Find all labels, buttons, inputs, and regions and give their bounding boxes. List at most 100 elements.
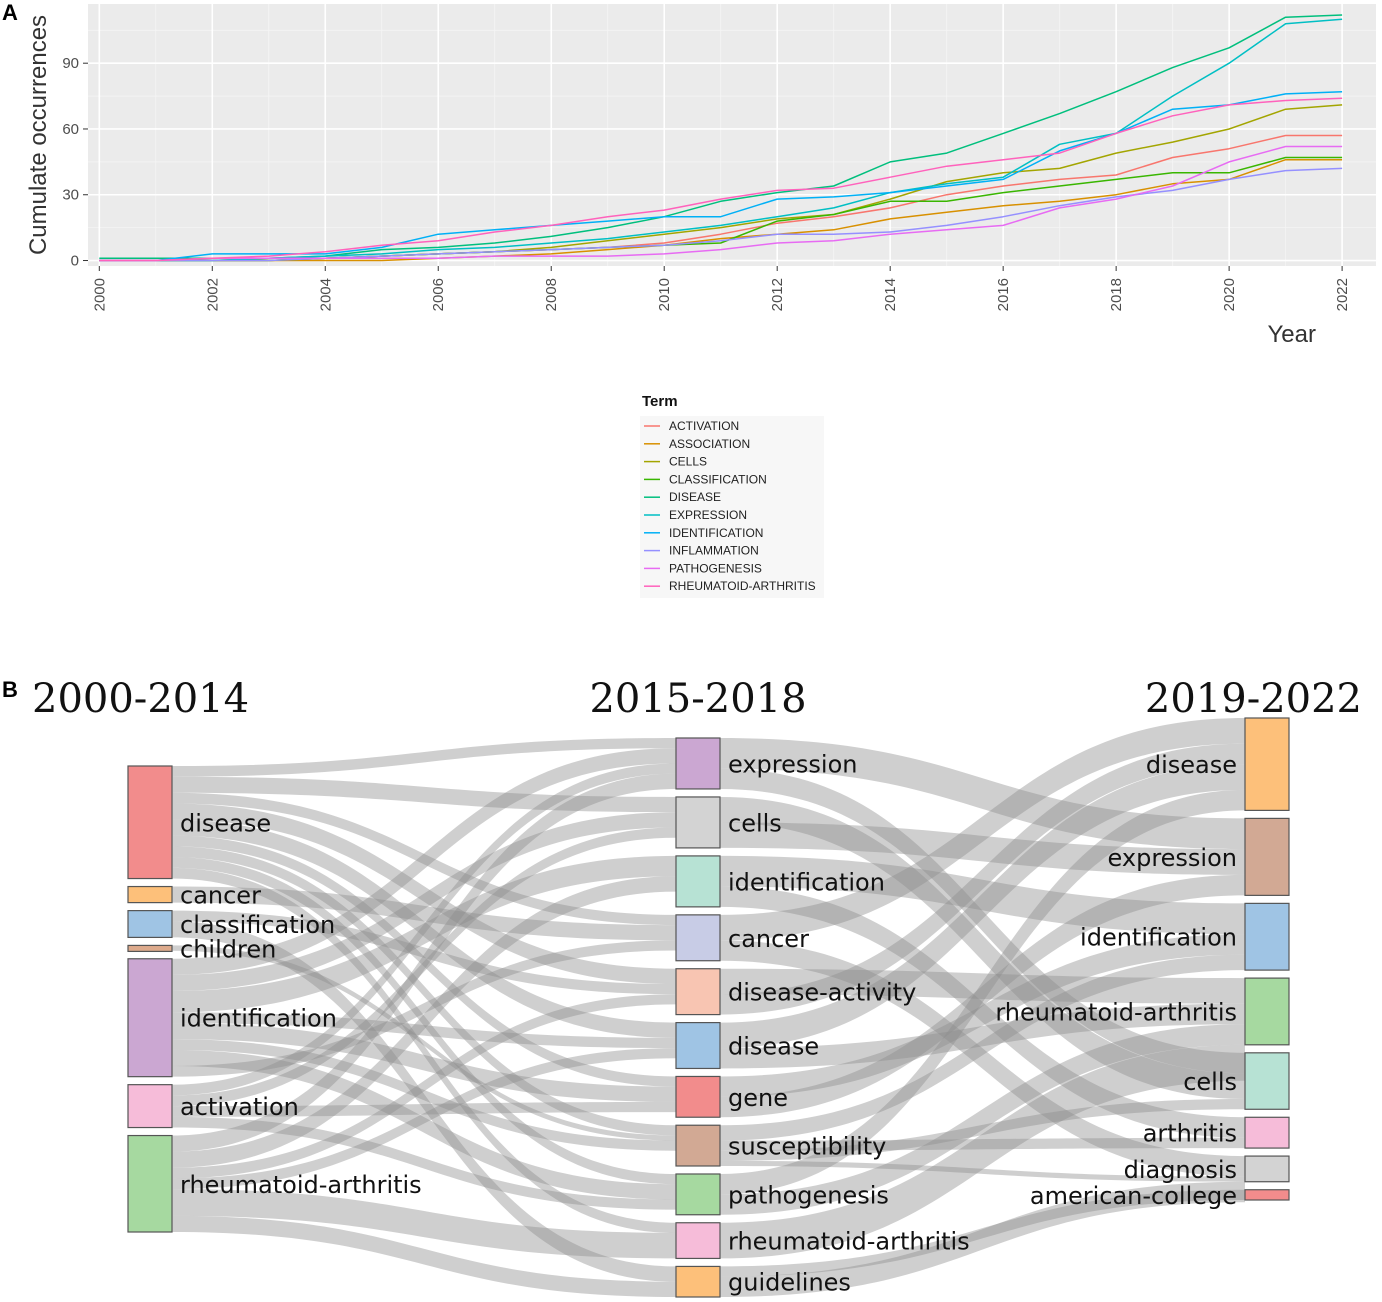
period-label-2: 2015-2018 — [589, 676, 806, 722]
sankey-link-guidelines-to-diagnosis — [720, 1181, 1245, 1297]
sankey-node-col2-cells — [675, 796, 721, 849]
sankey-node-label-col3-disease: disease — [1146, 751, 1237, 779]
sankey-node-col1-children — [127, 944, 173, 953]
x-tick-label: 2010 — [656, 278, 673, 311]
series-line-pathogenesis — [99, 145, 1343, 262]
sankey-node-label-col3-rheumatoid-arthritis: rheumatoid-arthritis — [995, 998, 1237, 1026]
sankey-link-identification-to-disease — [172, 1012, 676, 1049]
sankey-node-col2-rheumatoid-arthritis — [675, 1222, 721, 1260]
sankey-node-label-col3-arthritis: arthritis — [1143, 1120, 1237, 1148]
sankey-link-cancer-to-cancer — [172, 886, 676, 941]
sankey-link-susceptibility-to-identification — [720, 954, 1245, 1141]
sankey-node-label-col3-identification: identification — [1080, 924, 1237, 952]
x-tick-label: 2002 — [204, 278, 221, 311]
x-tick-label: 2020 — [1221, 278, 1238, 311]
sankey-node-col1-classification — [127, 910, 173, 939]
sankey-node-col2-cancer — [675, 914, 721, 962]
sankey-node-label-col2-expression: expression — [728, 750, 857, 778]
sankey-link-identification-to-pathogenesis — [172, 1049, 676, 1200]
sankey-node-col1-cancer — [127, 885, 173, 904]
x-tick-label: 2000 — [91, 278, 108, 311]
sankey-link-guidelines-to-american-college — [720, 1189, 1245, 1277]
panel-b-letter: B — [2, 677, 18, 702]
sankey-link-activation-to-pathogenesis — [172, 1116, 676, 1210]
sankey-node-label-col1-identification: identification — [180, 1005, 337, 1033]
y-axis-title: Cumulate occurrences — [25, 15, 52, 255]
sankey-node-col2-gene — [675, 1075, 721, 1118]
sankey-link-cells-to-cells — [720, 796, 1245, 1100]
sankey-link-disease-to-disease — [720, 764, 1245, 1049]
sankey-node-label-col3-cells: cells — [1183, 1068, 1237, 1096]
sankey-link-classification-to-guidelines — [172, 921, 676, 1282]
sankey-link-rheumatoid-arthritis-to-rheumatoid-arthritis — [720, 1044, 1245, 1259]
sankey-node-label-col2-cancer: cancer — [728, 925, 809, 953]
sankey-node-col3-expression — [1244, 817, 1290, 896]
sankey-link-expression-to-cells — [720, 768, 1245, 1074]
legend-label-cells: CELLS — [669, 455, 707, 469]
sankey-link-rheumatoid-arthritis-to-expression — [172, 773, 676, 1152]
sankey-link-cancer-to-diagnosis — [720, 940, 1245, 1177]
legend-label-disease: DISEASE — [669, 490, 721, 504]
x-tick-label: 2008 — [543, 278, 560, 311]
sankey-link-identification-to-expression — [172, 748, 676, 975]
sankey-link-disease-to-cells — [172, 776, 676, 813]
sankey-link-expression-to-expression — [720, 738, 1245, 850]
sankey-node-label-col1-rheumatoid-arthritis: rheumatoid-arthritis — [180, 1171, 422, 1199]
legend: Term ACTIVATION ASSOCIATION CELLS CLASSIFIC… — [640, 393, 824, 598]
y-tick-label: 30 — [62, 187, 79, 204]
sankey-node-label-col2-rheumatoid-arthritis: rheumatoid-arthritis — [728, 1228, 970, 1256]
series-line-association — [99, 158, 1343, 262]
legend-label-classification: CLASSIFICATION — [669, 472, 767, 486]
sankey-link-rheumatoid-arthritis-to-rheumatoid-arthritis — [172, 1189, 676, 1259]
sankey-link-disease-to-cancer — [172, 792, 676, 926]
sankey-link-classification-to-disease-activity — [172, 910, 676, 995]
sankey-link-activation-to-gene — [172, 1101, 676, 1117]
legend-label-rheumatoid-arthritis: RHEUMATOID-ARTHRITIS — [669, 579, 816, 593]
sankey-node-label-col2-identification: identification — [728, 868, 885, 896]
sankey-link-rheumatoid-arthritis-to-disease-activity — [172, 994, 676, 1179]
x-tick-label: 2014 — [882, 278, 899, 311]
sankey-node-col2-disease — [675, 1021, 721, 1070]
sankey-node-label-col2-guidelines: guidelines — [728, 1269, 851, 1297]
sankey-node-col3-american-college — [1244, 1189, 1290, 1201]
sankey-link-disease-activity-to-disease — [720, 743, 1245, 1015]
axis-ticks: 2000 2002 2004 2006 2008 2010 2012 2014 2016 2018… — [62, 55, 1351, 311]
sankey-link-disease-to-rheumatoid-arthritis — [720, 1003, 1245, 1069]
x-tick-label: 2022 — [1334, 278, 1351, 311]
sankey-node-col1-activation — [127, 1084, 173, 1129]
sankey-node-col2-guidelines — [675, 1265, 721, 1298]
sankey-node-label-col1-classification: classification — [180, 911, 335, 939]
legend-title: Term — [642, 393, 678, 410]
panel-a-line-chart: A 2000 2002 2004 2006 2008 2010 2012 2014 2016 20… — [2, 0, 1376, 598]
legend-label-pathogenesis: PATHOGENESIS — [669, 561, 762, 575]
period-label-1: 2000-2014 — [32, 676, 249, 722]
sankey-node-label-col2-gene: gene — [728, 1084, 788, 1112]
grid-lines — [88, 4, 1376, 266]
sankey-link-susceptibility-to-cells — [720, 1099, 1245, 1161]
sankey-links — [172, 718, 1245, 1297]
sankey-node-label-col3-american-college: american-college — [1030, 1182, 1237, 1210]
sankey-node-label-col1-cancer: cancer — [180, 882, 261, 910]
sankey-node-col2-disease-activity — [675, 968, 721, 1016]
sankey-link-pathogenesis-to-disease — [720, 789, 1245, 1195]
sankey-node-label-col1-children: children — [180, 935, 276, 963]
sankey-link-rheumatoid-arthritis-to-disease — [172, 1048, 676, 1190]
panel-b-sankey: B 2000-2014 2015-2018 2019-2022 disease c… — [2, 676, 1362, 1298]
sankey-link-identification-to-identification — [172, 855, 676, 1013]
sankey-node-col3-identification — [1244, 902, 1290, 971]
x-tick-label: 2012 — [769, 278, 786, 311]
sankey-node-label-col2-disease: disease — [728, 1033, 819, 1061]
sankey-link-susceptibility-to-diagnosis — [720, 1160, 1245, 1182]
sankey-link-disease-to-rheumatoid-arthritis — [172, 867, 676, 1233]
sankey-link-disease-to-disease — [172, 819, 676, 1038]
sankey-link-identification-to-arthritis — [720, 886, 1245, 1138]
sankey-node-col2-expression — [675, 737, 721, 790]
sankey-link-identification-to-cancer — [172, 940, 676, 1077]
sankey-node-label-col2-disease-activity: disease-activity — [728, 979, 916, 1007]
sankey-link-disease-to-pathogenesis — [172, 857, 676, 1185]
sankey-node-label-col1-disease: disease — [180, 809, 271, 837]
sankey-link-disease-to-disease-activity — [172, 803, 676, 985]
sankey-node-label-col2-susceptibility: susceptibility — [728, 1133, 886, 1161]
sankey-node-col2-susceptibility — [675, 1124, 721, 1167]
